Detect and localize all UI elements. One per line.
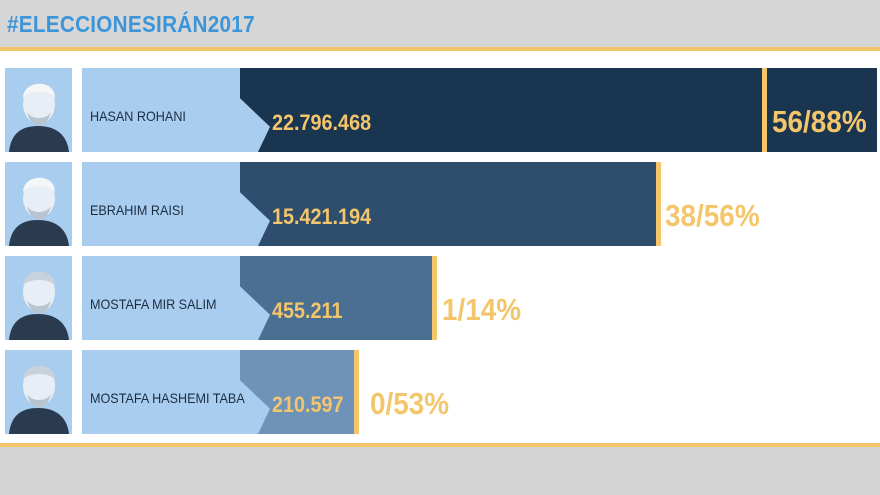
vote-percent: 0/53% — [370, 386, 450, 421]
candidate-photo — [5, 256, 72, 340]
vote-count: 22.796.468 — [272, 110, 372, 135]
header-bar: #ELECCIONESIRÁN2017 — [0, 0, 880, 47]
top-divider — [0, 47, 880, 51]
vote-count: 15.421.194 — [272, 204, 372, 229]
candidate-row: MOSTAFA HASHEMI TABA 210.597 0/53% — [0, 350, 880, 434]
bar-end-marker — [354, 350, 359, 434]
vote-bar — [240, 162, 656, 246]
vote-count: 210.597 — [272, 392, 344, 417]
bar-end-marker — [432, 256, 437, 340]
candidate-photo — [5, 162, 72, 246]
bottom-divider — [0, 443, 880, 447]
page-title: #ELECCIONESIRÁN2017 — [7, 11, 255, 37]
vote-percent: 56/88% — [772, 104, 867, 139]
candidate-photo — [5, 350, 72, 434]
vote-count: 455.211 — [272, 298, 343, 323]
vote-bar — [240, 256, 432, 340]
footer-bar — [0, 447, 880, 495]
candidate-row: HASAN ROHANI 22.796.468 56/88% — [0, 68, 880, 152]
candidate-name: HASAN ROHANI — [90, 108, 186, 124]
vote-percent: 1/14% — [442, 292, 522, 327]
vote-percent: 38/56% — [665, 198, 760, 233]
bar-end-marker — [656, 162, 661, 246]
candidate-row: EBRAHIM RAISI 15.421.194 38/56% — [0, 162, 880, 246]
portrait-icon — [9, 177, 69, 246]
candidate-name: MOSTAFA MIR SALIM — [90, 296, 217, 312]
portrait-icon — [9, 83, 69, 152]
candidate-photo — [5, 68, 72, 152]
vote-bar-extension — [766, 68, 877, 152]
candidate-row: MOSTAFA MIR SALIM 455.211 1/14% — [0, 256, 880, 340]
candidate-name: EBRAHIM RAISI — [90, 202, 184, 218]
portrait-icon — [9, 271, 69, 340]
candidate-name-box: HASAN ROHANI — [82, 68, 282, 152]
candidate-name: MOSTAFA HASHEMI TABA — [90, 390, 245, 406]
portrait-icon — [9, 365, 69, 434]
vote-bar — [240, 68, 762, 152]
bar-end-marker — [762, 68, 767, 152]
